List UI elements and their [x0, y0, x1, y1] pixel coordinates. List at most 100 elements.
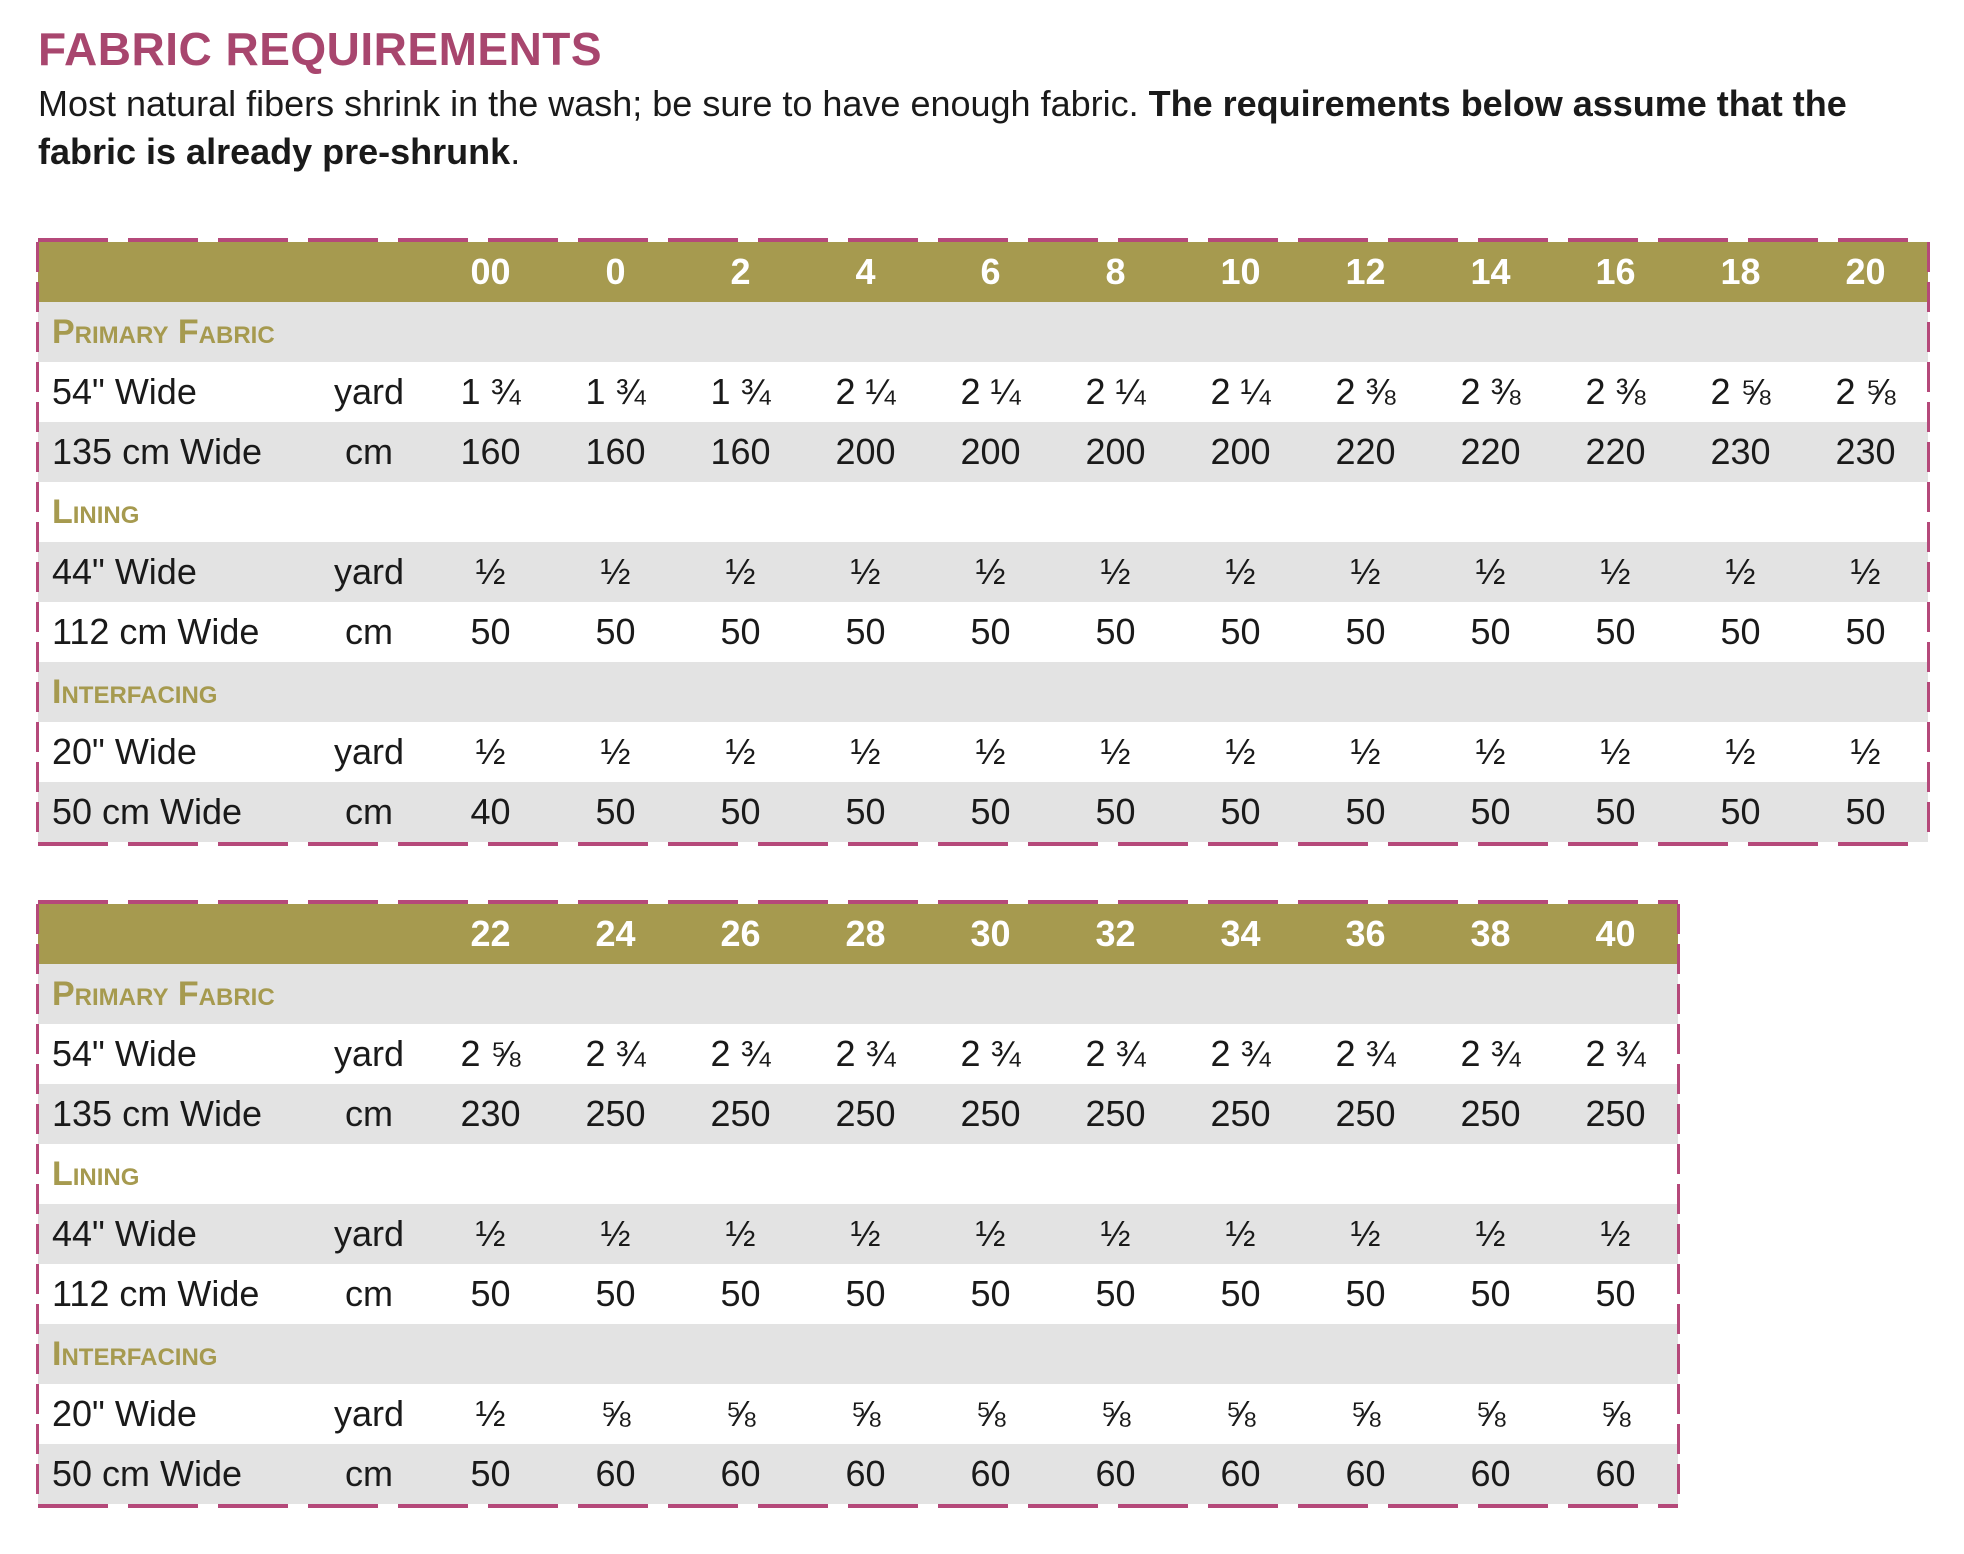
- value-cell: 50: [1720, 791, 1761, 832]
- page-title: FABRIC REQUIREMENTS: [38, 23, 603, 75]
- dashed-border-left: [36, 904, 39, 1504]
- row-label: 50 cm Wide: [52, 1453, 243, 1494]
- value-cell: 60: [595, 1453, 636, 1494]
- value-cell: 230: [460, 1093, 521, 1134]
- table-row: 44" Wide yard ½ ½ ½ ½ ½ ½ ½ ½ ½ ½: [38, 1204, 1678, 1264]
- table-row: 112 cm Wide cm 50 50 50 50 50 50 50 50 50 50 50 50: [38, 602, 1928, 662]
- value-cell: 60: [970, 1453, 1011, 1494]
- section-heading: Interfacing: [52, 672, 218, 711]
- value-cell: 250: [1210, 1093, 1271, 1134]
- value-cell: 50: [595, 611, 636, 652]
- value-cell: 2 ¼: [1085, 371, 1146, 412]
- value-cell: ½: [1725, 731, 1756, 772]
- dashed-border-left: [36, 242, 39, 842]
- value-cell: 60: [1220, 1453, 1261, 1494]
- value-cell: 2 ⅝: [460, 1033, 521, 1074]
- section-row: Primary Fabric: [38, 964, 1678, 1024]
- size-header-cell: 20: [1845, 251, 1886, 292]
- value-cell: 50: [1845, 611, 1886, 652]
- value-cell: 2 ¾: [1335, 1033, 1396, 1074]
- row-unit: yard: [333, 1393, 405, 1434]
- row-unit: yard: [333, 371, 405, 412]
- value-cell: ½: [1850, 731, 1881, 772]
- value-cell: ½: [850, 551, 881, 592]
- section-heading: Lining: [52, 492, 140, 531]
- table-header: 22 24 26 28 30 32 34 36 38 40: [38, 904, 1678, 964]
- value-cell: ½: [1475, 1213, 1506, 1254]
- size-header-cell: 34: [1220, 913, 1261, 954]
- value-cell: ½: [1100, 551, 1131, 592]
- size-header-cell: 30: [970, 913, 1011, 954]
- row-label: 50 cm Wide: [52, 791, 243, 832]
- value-cell: ½: [975, 731, 1006, 772]
- intro-period: .: [510, 131, 521, 172]
- section-heading: Interfacing: [52, 1334, 218, 1373]
- value-cell: 2 ¼: [835, 371, 896, 412]
- value-cell: 50: [1470, 1273, 1511, 1314]
- size-header-cell: 00: [470, 251, 511, 292]
- size-header-cell: 22: [470, 913, 511, 954]
- size-header-row: 00 0 2 4 6 8 10 12 14 16 18 20: [38, 242, 1928, 302]
- value-cell: 2 ¼: [960, 371, 1021, 412]
- header-blank-label: [38, 242, 310, 302]
- intro-text: Most natural fibers shrink in the wash; …: [38, 83, 1149, 124]
- value-cell: 50: [1470, 791, 1511, 832]
- row-label: 112 cm Wide: [52, 1273, 260, 1314]
- value-cell: 50: [1220, 611, 1261, 652]
- value-cell: ½: [1600, 551, 1631, 592]
- value-cell: 60: [720, 1453, 761, 1494]
- value-cell: 50: [720, 611, 761, 652]
- dashed-border-right: [1927, 242, 1930, 842]
- value-cell: 250: [960, 1093, 1021, 1134]
- row-unit: yard: [333, 1033, 405, 1074]
- value-cell: ½: [1225, 731, 1256, 772]
- value-cell: 220: [1460, 431, 1521, 472]
- value-cell: 60: [1595, 1453, 1636, 1494]
- section-heading: Primary Fabric: [52, 312, 275, 351]
- size-table-2: 22 24 26 28 30 32 34 36 38 40 Primary Fabric 54" Wi…: [36, 900, 1680, 1508]
- size-header-cell: 4: [855, 251, 876, 292]
- value-cell: 160: [710, 431, 771, 472]
- table-row: 20" Wide yard ½ ½ ½ ½ ½ ½ ½ ½ ½ ½ ½ ½: [38, 722, 1928, 782]
- value-cell: 1 ¾: [710, 371, 771, 412]
- value-cell: 50: [1095, 791, 1136, 832]
- value-cell: ½: [475, 1393, 506, 1434]
- value-cell: 230: [1710, 431, 1771, 472]
- value-cell: ½: [725, 731, 756, 772]
- value-cell: 2 ¾: [585, 1033, 646, 1074]
- value-cell: 50: [970, 1273, 1011, 1314]
- value-cell: ½: [1350, 551, 1381, 592]
- table-row: 135 cm Wide cm 160 160 160 200 200 200 200 220 220…: [38, 422, 1928, 482]
- row-unit: cm: [345, 431, 393, 472]
- row-unit: yard: [333, 1213, 405, 1254]
- value-cell: 2 ¾: [1210, 1033, 1271, 1074]
- fabric-table-sizes-00-20: 00 0 2 4 6 8 10 12 14 16 18 20 Primary Fabric 54" Wid…: [38, 242, 1928, 842]
- value-cell: ½: [1225, 1213, 1256, 1254]
- value-cell: 1 ¾: [460, 371, 521, 412]
- table-row: 54" Wide yard 2 ⅝ 2 ¾ 2 ¾ 2 ¾ 2 ¾ 2 ¾ 2 ¾ 2 ¾ 2 ¾ 2…: [38, 1024, 1678, 1084]
- value-cell: 60: [1095, 1453, 1136, 1494]
- value-cell: ½: [1100, 1213, 1131, 1254]
- row-label: 54" Wide: [52, 1033, 197, 1074]
- value-cell: 50: [1095, 1273, 1136, 1314]
- value-cell: 2 ¾: [1085, 1033, 1146, 1074]
- value-cell: ⅝: [725, 1393, 756, 1434]
- table-header: 00 0 2 4 6 8 10 12 14 16 18 20: [38, 242, 1928, 302]
- value-cell: 50: [1220, 791, 1261, 832]
- value-cell: ½: [850, 731, 881, 772]
- value-cell: ½: [600, 551, 631, 592]
- size-header-cell: 6: [980, 251, 1001, 292]
- value-cell: 50: [1095, 611, 1136, 652]
- size-header-cell: 40: [1595, 913, 1636, 954]
- value-cell: 50: [470, 611, 511, 652]
- size-header-cell: 0: [605, 251, 626, 292]
- row-label: 135 cm Wide: [52, 1093, 263, 1134]
- section-row: Interfacing: [38, 662, 1928, 722]
- value-cell: 50: [845, 1273, 886, 1314]
- value-cell: 1 ¾: [585, 371, 646, 412]
- row-label: 44" Wide: [52, 1213, 197, 1254]
- table-row: 44" Wide yard ½ ½ ½ ½ ½ ½ ½ ½ ½ ½ ½ ½: [38, 542, 1928, 602]
- value-cell: ½: [600, 1213, 631, 1254]
- value-cell: 220: [1335, 431, 1396, 472]
- value-cell: 2 ¼: [1210, 371, 1271, 412]
